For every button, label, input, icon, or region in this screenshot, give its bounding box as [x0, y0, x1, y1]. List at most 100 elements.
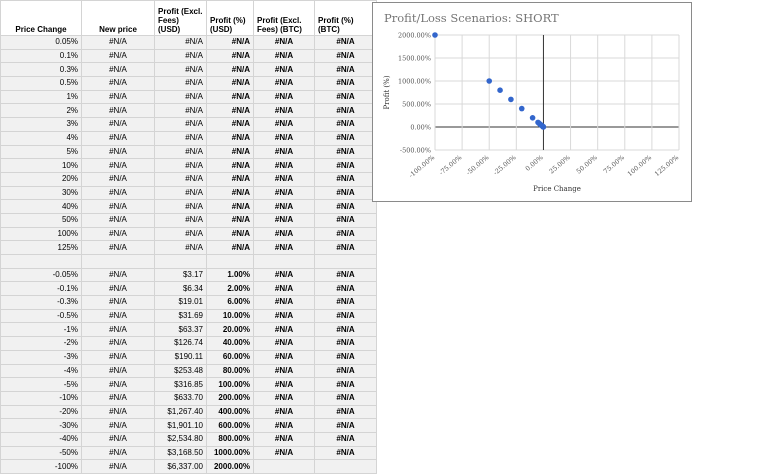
table-cell[interactable]: 2.00%: [206, 281, 254, 297]
table-cell[interactable]: #N/A: [314, 240, 377, 255]
table-cell[interactable]: #N/A: [253, 48, 315, 64]
table-cell[interactable]: -20%: [0, 404, 82, 420]
table-cell[interactable]: #N/A: [81, 158, 155, 173]
table-cell[interactable]: #N/A: [81, 308, 155, 324]
table-cell[interactable]: $633.70: [154, 390, 207, 406]
table-cell[interactable]: -40%: [0, 431, 82, 447]
table-cell[interactable]: 1%: [0, 89, 82, 105]
table-cell[interactable]: #N/A: [314, 363, 377, 379]
table-cell[interactable]: $126.74: [154, 336, 207, 351]
table-cell[interactable]: #N/A: [81, 76, 155, 91]
table-cell[interactable]: #N/A: [314, 431, 377, 447]
table-cell[interactable]: #N/A: [206, 130, 254, 146]
table-cell[interactable]: [206, 254, 254, 269]
table-cell[interactable]: #N/A: [206, 158, 254, 173]
table-cell[interactable]: #N/A: [314, 212, 377, 228]
table-cell[interactable]: -2%: [0, 336, 82, 351]
table-cell[interactable]: #N/A: [314, 267, 377, 283]
table-cell[interactable]: $19.01: [154, 295, 207, 310]
table-cell[interactable]: -4%: [0, 363, 82, 379]
table-cell[interactable]: 4%: [0, 130, 82, 146]
table-cell[interactable]: #N/A: [314, 158, 377, 173]
table-cell[interactable]: 0.1%: [0, 48, 82, 64]
table-cell[interactable]: #N/A: [253, 404, 315, 420]
table-cell[interactable]: #N/A: [314, 418, 377, 433]
table-cell[interactable]: 0.3%: [0, 62, 82, 78]
table-cell[interactable]: #N/A: [314, 185, 377, 201]
table-cell[interactable]: #N/A: [253, 130, 315, 146]
table-cell[interactable]: #N/A: [253, 212, 315, 228]
table-cell[interactable]: #N/A: [154, 117, 207, 132]
table-cell[interactable]: #N/A: [253, 62, 315, 78]
table-cell[interactable]: #N/A: [81, 144, 155, 160]
table-cell[interactable]: #N/A: [314, 308, 377, 324]
table-cell[interactable]: 600.00%: [206, 418, 254, 433]
table-cell[interactable]: 30%: [0, 185, 82, 201]
profit-loss-chart[interactable]: Profit/Loss Scenarios: SHORT -500.00% 0.0…: [372, 2, 692, 202]
table-cell[interactable]: #N/A: [154, 62, 207, 78]
table-cell[interactable]: [253, 459, 315, 474]
table-cell[interactable]: #N/A: [81, 171, 155, 187]
table-cell[interactable]: #N/A: [154, 48, 207, 64]
table-cell[interactable]: #N/A: [81, 89, 155, 105]
table-cell[interactable]: #N/A: [206, 185, 254, 201]
table-cell[interactable]: 6.00%: [206, 295, 254, 310]
table-cell[interactable]: #N/A: [206, 117, 254, 132]
table-cell[interactable]: -100%: [0, 459, 82, 474]
table-cell[interactable]: #N/A: [253, 308, 315, 324]
table-cell[interactable]: #N/A: [314, 48, 377, 64]
table-cell[interactable]: 800.00%: [206, 431, 254, 447]
table-cell[interactable]: 100.00%: [206, 377, 254, 392]
table-cell[interactable]: $253.48: [154, 363, 207, 379]
table-cell[interactable]: 5%: [0, 144, 82, 160]
table-cell[interactable]: #N/A: [81, 431, 155, 447]
header-profit-usd[interactable]: Profit (Excl. Fees) (USD): [154, 0, 207, 36]
table-cell[interactable]: #N/A: [81, 62, 155, 78]
table-cell[interactable]: #N/A: [154, 185, 207, 201]
table-cell[interactable]: #N/A: [206, 62, 254, 78]
table-cell[interactable]: #N/A: [253, 76, 315, 91]
header-profit-pct-btc[interactable]: Profit (%) (BTC): [314, 0, 377, 36]
table-cell[interactable]: #N/A: [314, 322, 377, 338]
table-cell[interactable]: $1,901.10: [154, 418, 207, 433]
table-cell[interactable]: #N/A: [154, 199, 207, 214]
table-cell[interactable]: 20.00%: [206, 322, 254, 338]
table-cell[interactable]: #N/A: [314, 103, 377, 119]
table-cell[interactable]: #N/A: [314, 445, 377, 461]
table-cell[interactable]: #N/A: [253, 89, 315, 105]
table-cell[interactable]: 60.00%: [206, 349, 254, 365]
table-cell[interactable]: #N/A: [206, 212, 254, 228]
table-cell[interactable]: #N/A: [253, 322, 315, 338]
table-cell[interactable]: 2000.00%: [206, 459, 254, 474]
table-cell[interactable]: 10.00%: [206, 308, 254, 324]
table-cell[interactable]: #N/A: [253, 295, 315, 310]
table-cell[interactable]: #N/A: [314, 35, 377, 50]
table-cell[interactable]: $190.11: [154, 349, 207, 365]
table-cell[interactable]: #N/A: [206, 144, 254, 160]
table-cell[interactable]: #N/A: [253, 418, 315, 433]
table-cell[interactable]: #N/A: [253, 336, 315, 351]
table-cell[interactable]: #N/A: [314, 336, 377, 351]
table-cell[interactable]: $3.17: [154, 267, 207, 283]
table-cell[interactable]: #N/A: [154, 212, 207, 228]
table-cell[interactable]: #N/A: [253, 431, 315, 447]
table-cell[interactable]: #N/A: [253, 171, 315, 187]
table-cell[interactable]: #N/A: [314, 281, 377, 297]
table-cell[interactable]: #N/A: [81, 418, 155, 433]
table-cell[interactable]: [0, 254, 82, 269]
table-cell[interactable]: #N/A: [81, 390, 155, 406]
table-cell[interactable]: [154, 254, 207, 269]
table-cell[interactable]: #N/A: [206, 199, 254, 214]
table-cell[interactable]: -1%: [0, 322, 82, 338]
header-new-price[interactable]: New price: [81, 0, 155, 36]
table-cell[interactable]: $6.34: [154, 281, 207, 297]
table-cell[interactable]: #N/A: [314, 295, 377, 310]
table-cell[interactable]: 1000.00%: [206, 445, 254, 461]
table-cell[interactable]: #N/A: [253, 185, 315, 201]
table-cell[interactable]: [253, 254, 315, 269]
table-cell[interactable]: #N/A: [253, 377, 315, 392]
table-cell[interactable]: #N/A: [206, 35, 254, 50]
table-cell[interactable]: #N/A: [81, 35, 155, 50]
table-cell[interactable]: #N/A: [314, 390, 377, 406]
table-cell[interactable]: -10%: [0, 390, 82, 406]
